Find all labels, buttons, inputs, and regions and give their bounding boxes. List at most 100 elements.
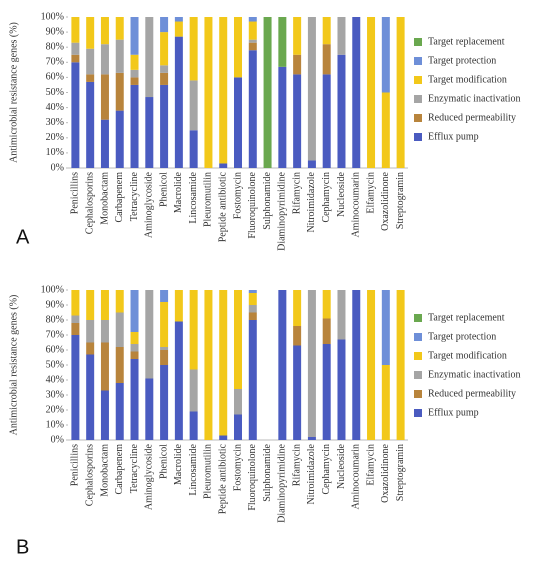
x-tick-label: Macrolide (173, 443, 184, 485)
y-tick-label: 0% (51, 162, 64, 173)
bar-segment (367, 290, 376, 440)
bar-segment (352, 17, 361, 168)
bar-segment (322, 74, 331, 168)
bar-segment (86, 290, 95, 320)
bar-segment (248, 305, 257, 313)
bar-segment (100, 290, 109, 320)
bar-segment (115, 290, 124, 313)
y-tick-label: 20% (46, 132, 64, 143)
x-tick-label: Diaminopyrimidine (277, 443, 288, 522)
legend-label: Enzymatic inactivation (428, 369, 520, 380)
bar-segment (100, 342, 109, 391)
x-tick-label: Fluoroquinolone (247, 443, 258, 510)
x-tick-label: Sulphonamide (262, 443, 273, 501)
bar-segment (263, 17, 272, 168)
legend-label: Efflux pump (428, 407, 479, 418)
x-tick-label: Diaminopyrimidine (277, 171, 288, 250)
bar-segment (130, 77, 139, 85)
bar-segment (71, 323, 80, 335)
x-tick-label: Elfamycin (365, 444, 376, 486)
bar-segment (234, 389, 242, 415)
bar-segment (115, 110, 124, 168)
bar-segment (86, 342, 95, 355)
bar-segment (130, 359, 139, 440)
bar-segment (189, 80, 198, 131)
legend-label: Target replacement (428, 36, 505, 47)
x-tick-label: Aminoglycoside (144, 171, 155, 238)
x-tick-label: Monobactam (99, 172, 110, 225)
y-tick-label: 80% (46, 41, 64, 52)
bar-segment (145, 378, 154, 440)
bar-segment (130, 17, 139, 55)
bar-segment (115, 347, 124, 383)
bar-segment (293, 326, 302, 346)
bar-segment (174, 290, 183, 322)
bar-segment (293, 345, 302, 440)
bar-segment (86, 74, 95, 82)
y-axis-label: Antimicrobial resistance genes (%) (8, 22, 19, 163)
bar-segment (86, 48, 95, 75)
x-tick-label: Penicillins (70, 444, 81, 486)
bar-segment (115, 39, 124, 73)
bar-segment (160, 32, 169, 66)
y-axis-label: Antimicrobial resistance genes (%) (8, 295, 19, 436)
bar-segment (160, 302, 169, 347)
bar-segment (86, 320, 95, 343)
bar-segment (234, 290, 242, 389)
x-tick-label: Tetracycline (129, 171, 140, 221)
bar-segment (248, 290, 257, 293)
legend-swatch (414, 371, 422, 379)
bar-segment (71, 335, 80, 440)
x-tick-label: Carbapenem (114, 172, 125, 223)
bar-segment (307, 290, 316, 437)
legend-swatch (414, 133, 422, 141)
bar-segment (189, 411, 198, 440)
x-tick-label: Aminocoumarin (351, 444, 362, 510)
x-tick-label: Peptide antibiotic (218, 443, 229, 514)
y-tick-label: 70% (46, 329, 64, 340)
legend-label: Target modification (428, 350, 507, 361)
legend-label: Reduced permeability (428, 112, 516, 123)
x-tick-label: Nucleoside (336, 443, 347, 489)
x-tick-label: Fostomycin (232, 172, 243, 219)
bar-segment (278, 17, 287, 67)
y-tick-label: 30% (46, 389, 64, 400)
bar-segment (189, 369, 198, 412)
bar-segment (219, 435, 228, 440)
legend-swatch (414, 409, 422, 417)
bar-segment (160, 17, 169, 33)
bar-segment (86, 17, 95, 49)
legend-swatch (414, 76, 422, 84)
bar-segment (160, 347, 169, 350)
legend-swatch (414, 114, 422, 122)
bar-segment (130, 344, 139, 352)
x-tick-label: Carbapenem (114, 444, 125, 495)
bar-segment (248, 39, 257, 43)
bar-segment (234, 77, 242, 168)
legend-label: Reduced permeability (428, 388, 516, 399)
legend-swatch (414, 352, 422, 360)
bar-segment (248, 320, 257, 440)
bar-segment (322, 17, 331, 45)
x-tick-label: Fostomycin (232, 444, 243, 491)
bar-segment (381, 365, 390, 440)
x-tick-label: Rifamycin (291, 444, 302, 486)
bar-segment (248, 312, 257, 320)
bar-segment (100, 17, 109, 45)
bar-segment (71, 17, 80, 43)
x-tick-label: Pleuromutilin (203, 444, 214, 499)
y-tick-label: 100% (41, 284, 64, 295)
bar-segment (130, 332, 139, 344)
bar-segment (71, 42, 80, 55)
bar-segment (293, 290, 302, 326)
x-tick-label: Nucleoside (336, 171, 347, 217)
y-tick-label: 0% (51, 434, 64, 445)
y-tick-label: 100% (41, 11, 64, 22)
x-tick-label: Elfamycin (365, 172, 376, 214)
bar-segment (160, 365, 169, 440)
bar-segment (307, 17, 316, 161)
bar-segment (160, 65, 169, 73)
bar-segment (381, 290, 390, 365)
bar-segment (115, 72, 124, 111)
bar-segment (160, 84, 169, 168)
